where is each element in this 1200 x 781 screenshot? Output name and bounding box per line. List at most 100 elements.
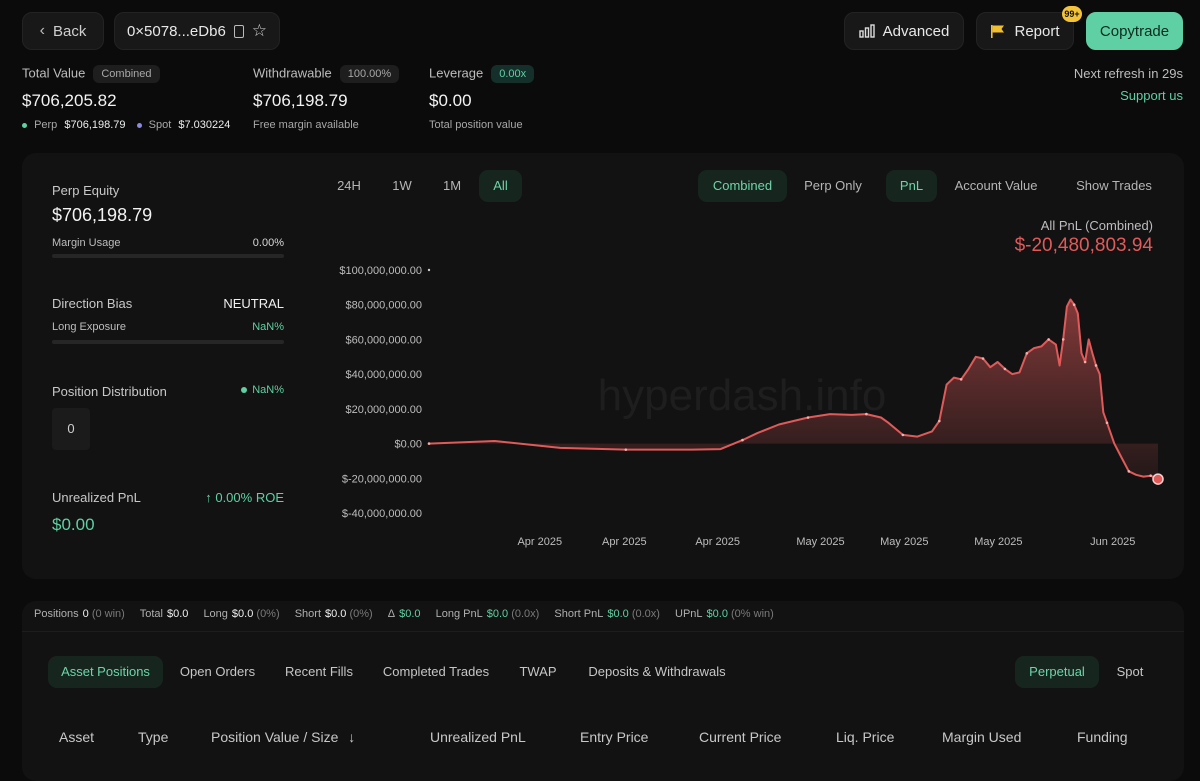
pnl-point <box>624 448 628 451</box>
range-tab-1w[interactable]: 1W <box>392 178 412 193</box>
y-axis-marker <box>427 268 431 272</box>
position-distribution-value: NaN% <box>252 384 284 396</box>
x-tick-label: May 2025 <box>974 536 1022 548</box>
long-exposure-label: Long Exposure <box>52 321 126 333</box>
tab-twap[interactable]: TWAP <box>519 664 557 679</box>
y-tick-label: $80,000,000.00 <box>346 300 422 312</box>
margin-usage-bar <box>52 254 284 258</box>
pnl-point <box>1127 470 1131 473</box>
pnl-chart[interactable]: hyperdash.info $100,000,000.00 $80,000,00… <box>322 255 1172 555</box>
col-entry-price[interactable]: Entry Price <box>580 729 649 745</box>
y-tick-label: $0.00 <box>394 439 422 451</box>
leverage-value: $0.00 <box>429 91 472 110</box>
star-icon[interactable]: ☆ <box>251 21 268 40</box>
advanced-button[interactable]: Advanced <box>844 12 964 50</box>
spot-value: $7.030224 <box>178 119 231 131</box>
x-axis: Apr 2025 Apr 2025 Apr 2025 May 2025 May 2025… <box>517 536 1135 548</box>
pnl-last-point[interactable] <box>1152 473 1164 485</box>
col-asset[interactable]: Asset <box>59 729 95 745</box>
stat-positions: Positions 0 (0 win) <box>34 608 125 620</box>
spot-label: Spot <box>148 119 172 131</box>
pnl-line <box>428 298 1159 481</box>
y-tick-label: $60,000,000.00 <box>346 334 422 346</box>
position-count-box: 0 <box>52 408 90 450</box>
x-tick-label: Apr 2025 <box>602 536 647 548</box>
col-unrealized-pnl[interactable]: Unrealized PnL <box>430 729 526 745</box>
tab-spot[interactable]: Spot <box>1116 664 1144 679</box>
pnl-point <box>959 378 963 381</box>
positions-stats: Positions 0 (0 win) Total $0.0 Long $0.0 (0… <box>34 608 786 620</box>
pnl-point <box>806 416 810 419</box>
pnl-point <box>1072 303 1076 307</box>
leverage-block: Leverage 0.00x $0.00 Total position value <box>429 65 579 131</box>
x-tick-label: May 2025 <box>796 536 844 548</box>
chevron-left-icon: ‹ <box>39 22 45 39</box>
stat-long: Long $0.0 (0%) <box>203 608 280 620</box>
unrealized-pnl-label: Unrealized PnL <box>52 490 141 505</box>
range-tab-1m[interactable]: 1M <box>442 178 462 193</box>
tab-completed-trades[interactable]: Completed Trades <box>382 664 490 679</box>
pnl-point <box>741 438 744 442</box>
stats-divider <box>22 631 1184 632</box>
withdrawable-label: Withdrawable <box>253 65 332 81</box>
x-tick-label: Jun 2025 <box>1090 536 1135 548</box>
pnl-point <box>1083 360 1087 364</box>
stat-delta: Δ $0.0 <box>387 608 421 620</box>
col-current-price[interactable]: Current Price <box>699 729 782 745</box>
perp-equity-label: Perp Equity <box>52 183 120 198</box>
col-funding[interactable]: Funding <box>1077 729 1128 745</box>
range-tab-24h[interactable]: 24H <box>337 178 361 193</box>
col-margin-used[interactable]: Margin Used <box>942 729 1022 745</box>
stat-short: Short $0.0 (0%) <box>294 608 373 620</box>
report-badge: 99+ <box>1062 6 1082 22</box>
tab-asset-positions[interactable]: Asset Positions <box>48 656 163 688</box>
col-position-value[interactable]: Position Value / Size ↓ <box>211 729 356 745</box>
sort-down-icon[interactable]: ↓ <box>348 729 356 745</box>
support-link[interactable]: Support us <box>1120 88 1183 103</box>
tab-deposits-withdrawals[interactable]: Deposits & Withdrawals <box>588 664 726 679</box>
pnl-point <box>981 357 985 360</box>
mode-tab-combined[interactable]: Combined <box>698 170 787 202</box>
col-type[interactable]: Type <box>138 729 169 745</box>
leverage-sub: Total position value <box>429 119 523 131</box>
bar-chart-icon <box>858 24 875 38</box>
perp-equity-value: $706,198.79 <box>52 205 153 225</box>
withdrawable-sub: Free margin available <box>253 119 359 131</box>
pnl-point <box>427 442 431 445</box>
metric-tab-account-value[interactable]: Account Value <box>954 178 1038 193</box>
address-chip[interactable]: 0×5078...eDb6 ☆ <box>114 12 280 50</box>
advanced-label: Advanced <box>882 22 950 40</box>
tab-open-orders[interactable]: Open Orders <box>179 664 256 679</box>
report-button[interactable]: Report <box>976 12 1074 50</box>
copy-icon[interactable] <box>233 24 244 38</box>
stat-long-pnl: Long PnL $0.0 (0.0x) <box>435 608 540 620</box>
col-liq-price[interactable]: Liq. Price <box>836 729 895 745</box>
back-label: Back <box>52 22 87 40</box>
show-trades-toggle[interactable]: Show Trades <box>1076 178 1152 193</box>
margin-usage-value: 0.00% <box>252 237 284 249</box>
leverage-label: Leverage <box>429 65 484 81</box>
mode-tab-perp-only[interactable]: Perp Only <box>804 178 862 193</box>
perp-dot-icon <box>22 122 27 128</box>
series-layer <box>427 268 1164 485</box>
tab-recent-fills[interactable]: Recent Fills <box>285 664 353 679</box>
copytrade-button[interactable]: Copytrade <box>1086 12 1183 50</box>
arrow-up-icon: ↑ <box>205 490 212 505</box>
tab-perpetual[interactable]: Perpetual <box>1015 656 1099 688</box>
positions-card <box>22 601 1184 781</box>
withdrawable-block: Withdrawable 100.00% $706,198.79 Free mar… <box>253 65 423 131</box>
leverage-pill: 0.00x <box>491 65 535 83</box>
y-axis: $100,000,000.00 $80,000,000.00 $60,000,000… <box>339 265 422 520</box>
spot-dot-icon <box>136 122 142 128</box>
long-exposure-value: NaN% <box>252 321 284 333</box>
range-tab-all[interactable]: All <box>479 170 522 202</box>
metric-tab-pnl[interactable]: PnL <box>886 170 937 202</box>
back-button[interactable]: ‹ Back <box>22 12 104 50</box>
total-value-block: Total Value Combined $706,205.82 Perp $70… <box>22 65 242 131</box>
withdrawable-value: $706,198.79 <box>253 91 348 110</box>
y-tick-label: $-40,000,000.00 <box>342 508 422 520</box>
chart-watermark: hyperdash.info <box>598 371 887 420</box>
position-distribution-label: Position Distribution <box>52 384 167 399</box>
x-tick-label: Apr 2025 <box>517 536 562 548</box>
y-tick-label: $-20,000,000.00 <box>342 473 422 485</box>
